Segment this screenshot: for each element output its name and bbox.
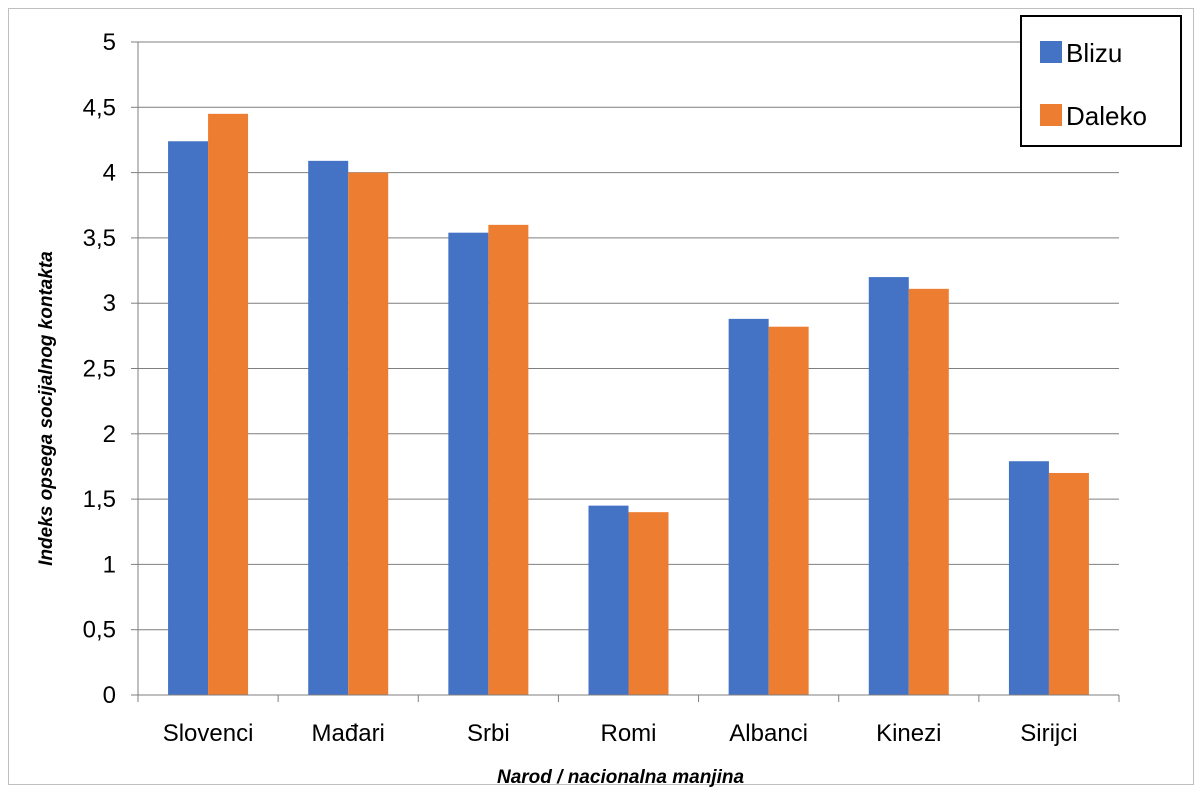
x-tick-label: Romi — [600, 720, 656, 747]
y-tick-label: 2,5 — [83, 356, 116, 383]
legend-swatch — [1040, 104, 1062, 126]
y-tick-label: 5 — [103, 29, 116, 56]
bar — [768, 326, 809, 695]
bar — [728, 318, 769, 695]
y-tick-label: 1,5 — [83, 486, 116, 513]
x-tick-label: Mađari — [312, 720, 385, 747]
x-tick-label: Albanci — [729, 720, 808, 747]
bar — [1008, 461, 1049, 695]
y-tick-label: 3,5 — [83, 225, 116, 252]
bar — [628, 512, 669, 695]
bar — [308, 160, 349, 695]
bar — [448, 232, 489, 695]
y-tick-label: 4,5 — [83, 94, 116, 121]
bar — [908, 288, 949, 695]
legend-label: Blizu — [1066, 38, 1122, 68]
bars — [168, 113, 1089, 696]
axes — [137, 42, 1119, 696]
bar — [168, 141, 209, 696]
legend: Blizu Daleko — [1020, 15, 1182, 147]
bar — [348, 172, 389, 696]
gridlines — [131, 41, 1120, 702]
y-tick-label: 0,5 — [83, 617, 116, 644]
y-tick-label: 3 — [103, 290, 116, 317]
bar — [488, 224, 529, 695]
y-tick-label: 4 — [103, 160, 116, 187]
y-tick-labels: 0 0,5 1 1,5 2 2,5 3 3,5 4 4,5 5 — [83, 29, 116, 709]
x-tick-labels: Slovenci Mađari Srbi Romi Albanci Kinezi Sirij… — [163, 720, 1078, 747]
bar — [588, 505, 629, 695]
x-axis-title: Narod / nacionalna manjina — [497, 767, 744, 788]
x-tick-label: Srbi — [467, 720, 510, 747]
bar — [208, 113, 249, 695]
legend-label: Daleko — [1066, 101, 1147, 131]
legend-swatch — [1040, 41, 1062, 63]
x-tick-label: Sirijci — [1020, 720, 1077, 747]
y-tick-label: 2 — [103, 421, 116, 448]
y-tick-label: 1 — [103, 551, 116, 578]
y-tick-label: 0 — [103, 682, 116, 709]
x-tick-label: Slovenci — [163, 720, 254, 747]
bar — [868, 277, 909, 695]
x-tick-label: Kinezi — [876, 720, 941, 747]
y-axis-title: Indeks opsega socijalnog kontakta — [36, 251, 57, 566]
bar — [1048, 472, 1089, 695]
